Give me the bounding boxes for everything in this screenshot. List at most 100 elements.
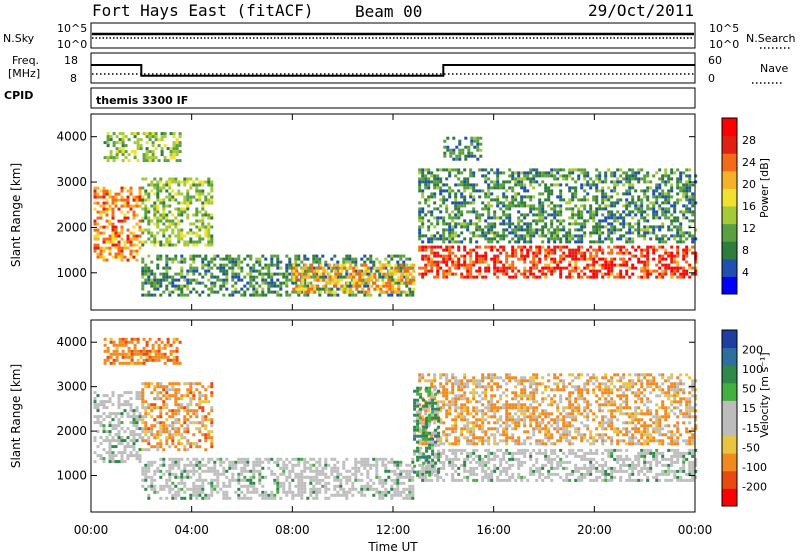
scatter-cell bbox=[427, 257, 431, 261]
scatter-cell bbox=[634, 213, 638, 217]
scatter-cell bbox=[646, 228, 650, 232]
scatter-cell bbox=[580, 216, 584, 220]
scatter-cell bbox=[484, 454, 488, 458]
scatter-cell bbox=[204, 424, 208, 428]
scatter-cell bbox=[451, 201, 455, 205]
scatter-cell bbox=[658, 237, 662, 241]
scatter-cell bbox=[153, 469, 157, 473]
scatter-cell bbox=[670, 228, 674, 232]
scatter-cell bbox=[424, 234, 428, 238]
scatter-cell bbox=[463, 275, 467, 279]
scatter-cell bbox=[484, 204, 488, 208]
scatter-cell bbox=[198, 394, 202, 398]
scatter-cell bbox=[216, 290, 220, 294]
scatter-cell bbox=[523, 266, 527, 270]
scatter-cell bbox=[165, 195, 169, 199]
scatter-cell bbox=[180, 231, 184, 235]
scatter-cell bbox=[321, 466, 325, 470]
scatter-cell bbox=[529, 204, 533, 208]
scatter-cell bbox=[577, 177, 581, 181]
scatter-cell bbox=[520, 257, 524, 261]
scatter-cell bbox=[288, 475, 292, 479]
scatter-cell bbox=[138, 228, 142, 232]
scatter-cell bbox=[562, 219, 566, 223]
scatter-cell bbox=[307, 281, 311, 285]
scatter-cell bbox=[646, 213, 650, 217]
scatter-cell bbox=[279, 481, 283, 485]
scatter-cell bbox=[670, 195, 674, 199]
scatter-cell bbox=[550, 260, 554, 264]
scatter-cell bbox=[532, 234, 536, 238]
scatter-cell bbox=[138, 418, 142, 422]
scatter-cell bbox=[411, 293, 415, 297]
scatter-cell bbox=[354, 463, 358, 467]
scatter-cell bbox=[502, 269, 506, 273]
scatter-cell bbox=[195, 207, 199, 211]
scatter-cell bbox=[93, 189, 97, 193]
scatter-cell bbox=[177, 189, 181, 193]
scatter-cell bbox=[273, 263, 277, 267]
scatter-cell bbox=[481, 469, 485, 473]
scatter-cell bbox=[288, 487, 292, 491]
scatter-cell bbox=[157, 337, 161, 341]
scatter-cell bbox=[186, 207, 190, 211]
scatter-cell bbox=[171, 493, 175, 497]
scatter-cell bbox=[246, 263, 250, 267]
scatter-cell bbox=[688, 210, 692, 214]
scatter-cell bbox=[399, 493, 403, 497]
scatter-cell bbox=[180, 487, 184, 491]
scatter-cell bbox=[363, 493, 367, 497]
scatter-cell bbox=[355, 284, 359, 288]
scatter-cell bbox=[589, 207, 593, 211]
scatter-cell bbox=[178, 144, 182, 148]
scatter-cell bbox=[180, 213, 184, 217]
scatter-cell bbox=[406, 275, 410, 279]
scatter-cell bbox=[586, 210, 590, 214]
scatter-cell bbox=[96, 246, 100, 250]
scatter-cell bbox=[243, 496, 247, 500]
scatter-cell bbox=[682, 251, 686, 255]
scatter-cell bbox=[93, 397, 97, 401]
scatter-cell bbox=[180, 469, 184, 473]
scatter-cell bbox=[103, 349, 107, 353]
scatter-cell bbox=[349, 272, 353, 276]
scatter-cell bbox=[150, 463, 154, 467]
scatter-cell bbox=[514, 183, 518, 187]
scatter-cell bbox=[631, 177, 635, 181]
scatter-cell bbox=[535, 219, 539, 223]
scatter-cell bbox=[421, 272, 425, 276]
scatter-cell bbox=[219, 287, 223, 291]
scatter-cell bbox=[132, 442, 136, 446]
scatter-cell bbox=[595, 189, 599, 193]
scatter-cell bbox=[192, 421, 196, 425]
scatter-cell bbox=[496, 254, 500, 258]
scatter-cell bbox=[144, 421, 148, 425]
scatter-cell bbox=[424, 472, 428, 476]
scatter-cell bbox=[145, 340, 149, 344]
scatter-cell bbox=[565, 231, 569, 235]
scatter-cell bbox=[114, 439, 118, 443]
scatter-cell bbox=[180, 228, 184, 232]
scatter-cell bbox=[589, 210, 593, 214]
scatter-cell bbox=[112, 144, 116, 148]
scatter-cell bbox=[406, 266, 410, 270]
scatter-cell bbox=[430, 195, 434, 199]
scatter-cell bbox=[664, 248, 668, 252]
scatter-cell bbox=[151, 355, 155, 359]
scatter-cell bbox=[583, 234, 587, 238]
scatter-cell bbox=[213, 460, 217, 464]
scatter-cell bbox=[475, 240, 479, 244]
scatter-cell bbox=[502, 451, 506, 455]
scatter-cell bbox=[171, 284, 175, 288]
scatter-cell bbox=[610, 237, 614, 241]
scatter-cell bbox=[559, 210, 563, 214]
scatter-cell bbox=[583, 207, 587, 211]
scatter-cell bbox=[517, 216, 521, 220]
scatter-cell bbox=[111, 228, 115, 232]
scatter-cell bbox=[553, 234, 557, 238]
scatter-cell bbox=[523, 451, 527, 455]
scatter-cell bbox=[321, 469, 325, 473]
scatter-cell bbox=[99, 421, 103, 425]
scatter-cell bbox=[120, 219, 124, 223]
scatter-cell bbox=[144, 272, 148, 276]
